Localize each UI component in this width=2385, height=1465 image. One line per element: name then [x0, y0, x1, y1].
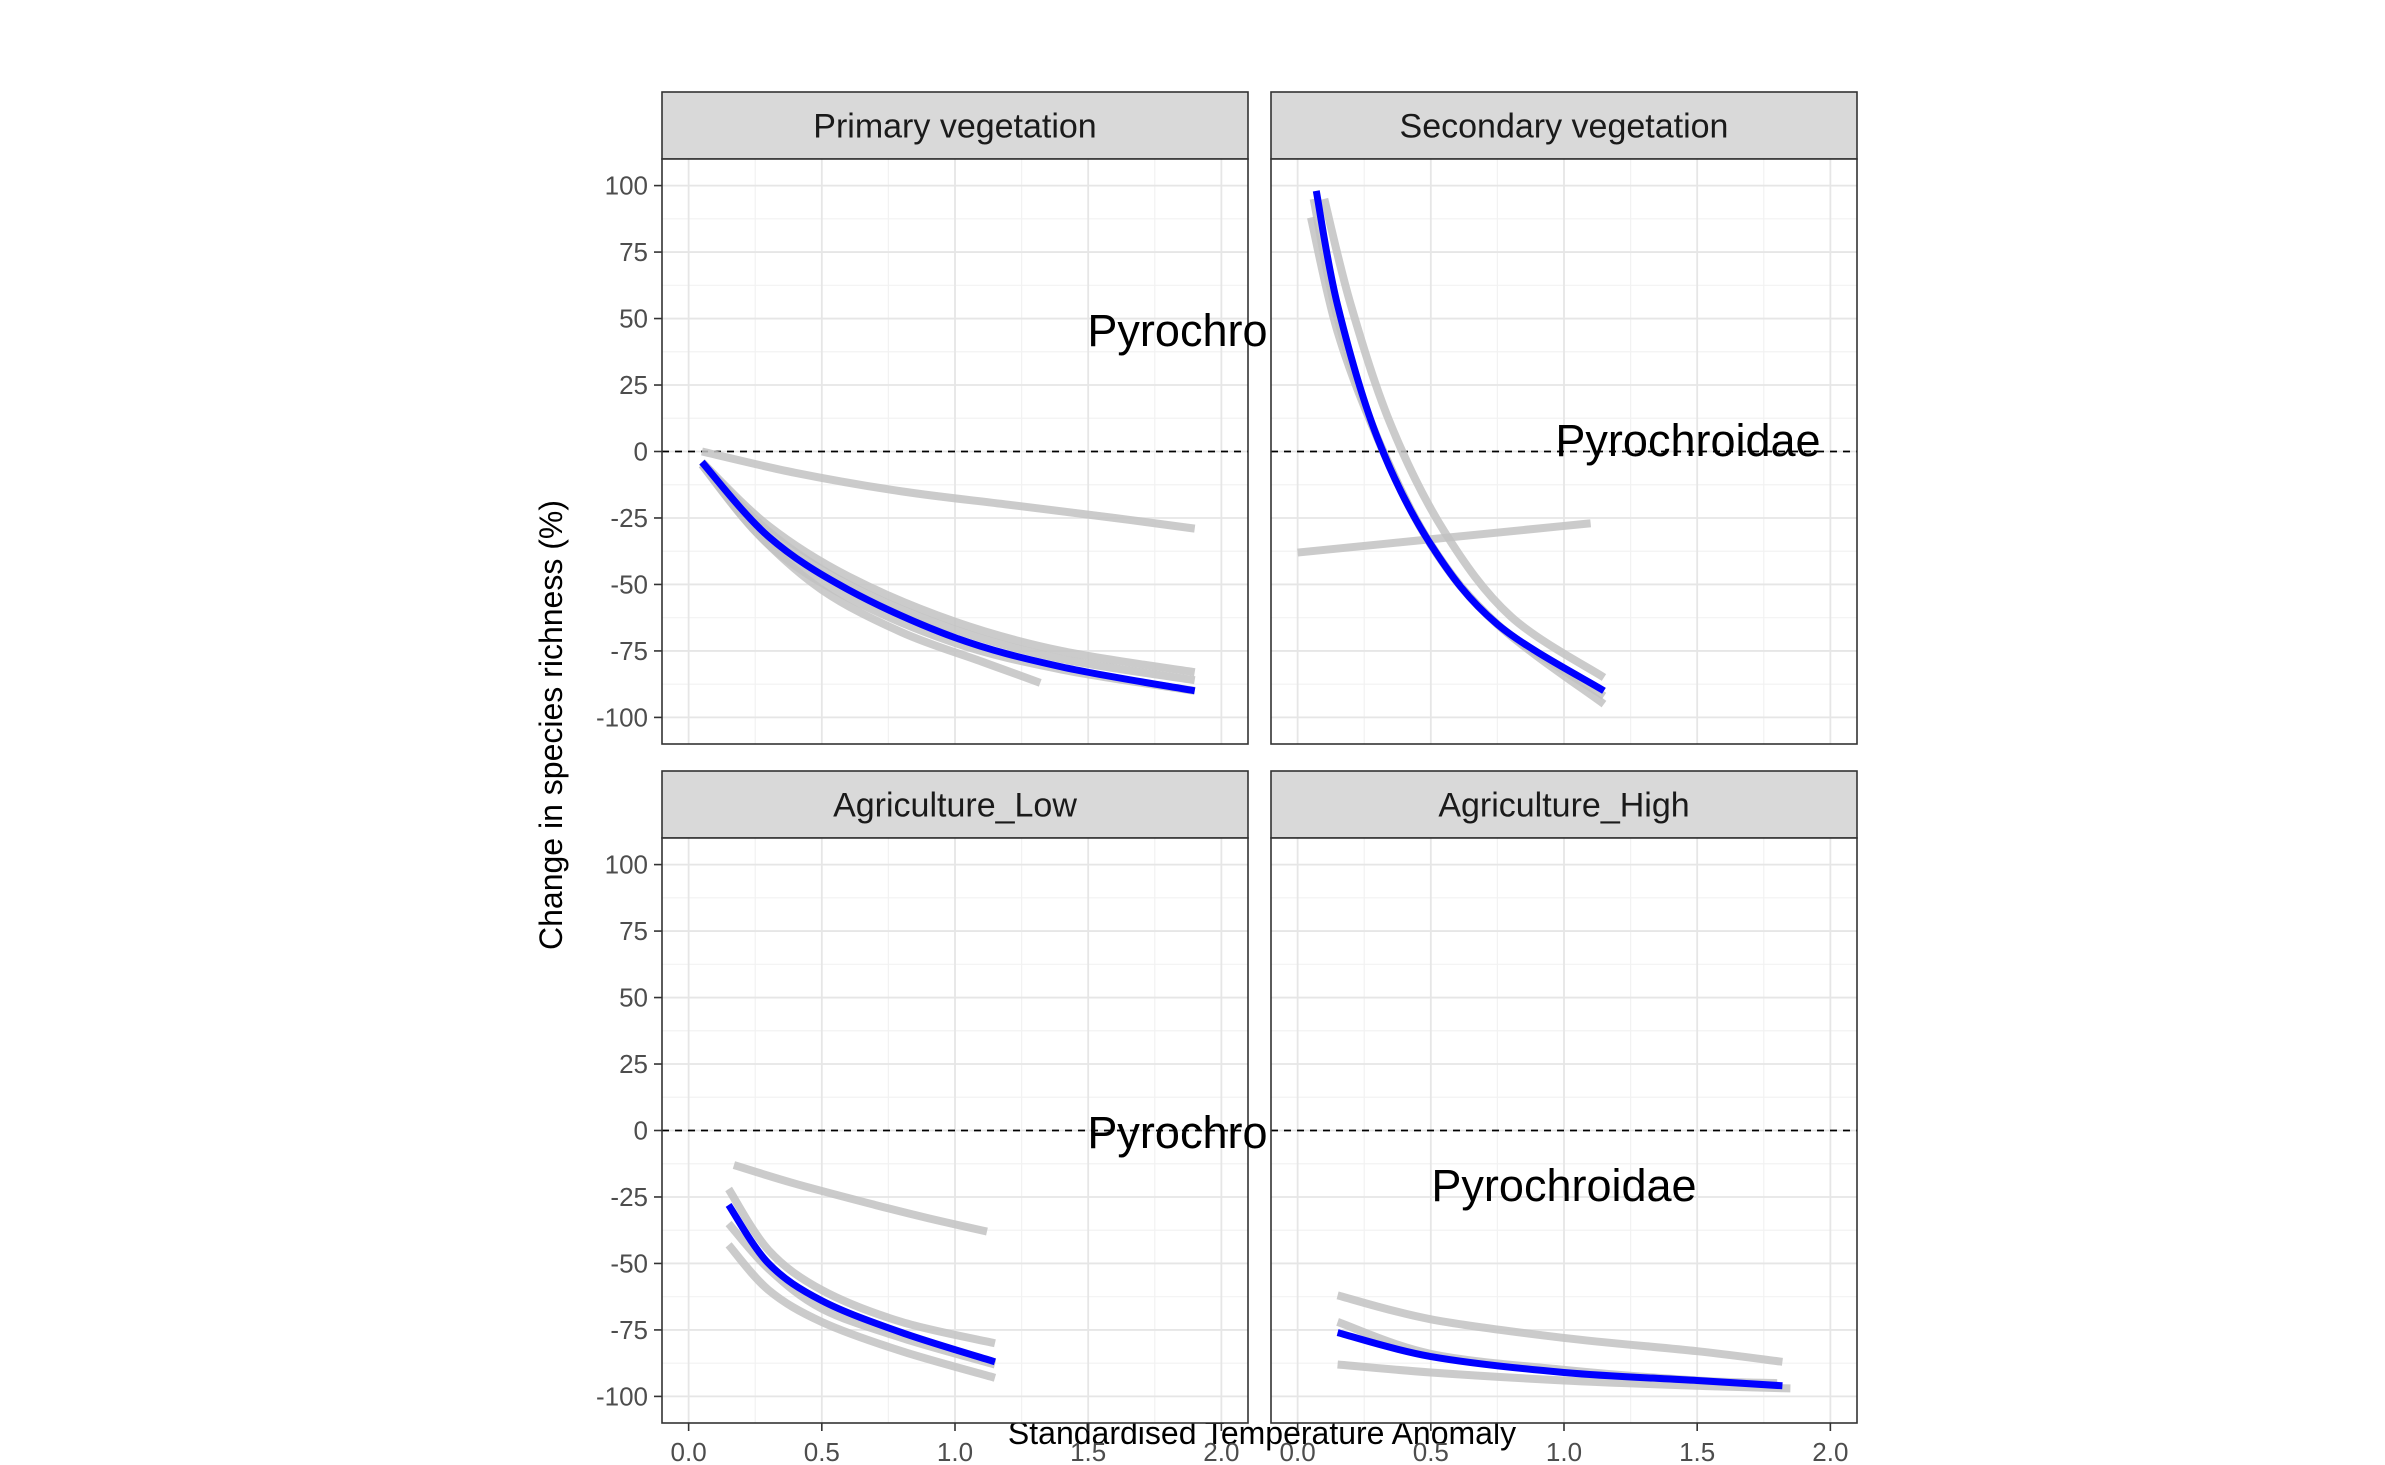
panel-4-x-tick-label: 0.0	[1280, 1437, 1316, 1465]
panel-1-y-tick-label: -75	[610, 636, 648, 666]
panel-3-strip	[661, 770, 1249, 839]
panel-3-strip-label: Agriculture_Low	[833, 787, 1077, 825]
panel-4-annotation: Pyrochroidae	[1431, 1160, 1696, 1211]
panel-3-y-tick-label: -100	[596, 1381, 648, 1411]
panel-4-sample-line-1	[1336, 1291, 1783, 1366]
panel-1-y-tick-label: 75	[619, 237, 648, 267]
panel-1-y-tick-label: -25	[610, 503, 648, 533]
panel-1-y-tick-label: 0	[634, 437, 648, 467]
panel-4-sample-line-2	[1337, 1360, 1791, 1393]
panel-1-y-tick-label: -50	[610, 569, 648, 599]
panel-3-x-tick-label: 1.0	[937, 1437, 973, 1465]
panel-1-y-tick-label: 100	[605, 171, 648, 201]
panel-2-strip-label: Secondary vegetation	[1400, 108, 1729, 146]
panel-2-strip	[1270, 91, 1858, 160]
panel-2-border	[1270, 158, 1858, 745]
panel-1-y-tick-label: 25	[619, 370, 648, 400]
panel-3-y-tick-label: 75	[619, 916, 648, 946]
panel-3-y-tick-label: -75	[610, 1315, 648, 1345]
panel-1-y-tick-label: -100	[596, 702, 648, 732]
panel-3-y-tick-label: 100	[605, 850, 648, 880]
panel-4-x-tick-label: 1.0	[1546, 1437, 1582, 1465]
panel-4-mean-line	[1336, 1329, 1783, 1390]
panel-3-y-tick-label: 25	[619, 1049, 648, 1079]
panel-3-y-tick-label: -25	[610, 1182, 648, 1212]
panel-1-mean-line	[699, 459, 1196, 695]
panel-1-y-tick-label: 50	[619, 304, 648, 334]
panel-3-y-tick-label: -50	[610, 1248, 648, 1278]
panel-1-sample-line-1	[701, 447, 1196, 533]
panel-4-x-tick-label: 2.0	[1812, 1437, 1848, 1465]
panel-1-sample-line-4	[699, 459, 1196, 677]
panel-2-sample-line-1	[1297, 519, 1592, 557]
panel-3-x-tick-label: 2.0	[1203, 1437, 1239, 1465]
panel-4-strip-label: Agriculture_High	[1438, 787, 1689, 825]
panel-1-strip	[661, 91, 1249, 160]
panel-2-sample-line-3	[1320, 197, 1607, 681]
panel-4-x-tick-label: 1.5	[1679, 1437, 1715, 1465]
panel-1-strip-label: Primary vegetation	[813, 108, 1096, 146]
panel-2-mean-line	[1312, 190, 1606, 694]
panel-3-y-tick-label: 50	[619, 983, 648, 1013]
panel-3-sample-line-2	[725, 1242, 997, 1382]
panel-3-x-tick-label: 1.5	[1070, 1437, 1106, 1465]
panel-3-x-tick-label: 0.5	[804, 1437, 840, 1465]
y-axis-title: Change in species richness (%)	[533, 500, 569, 950]
panel-3-mean-line	[725, 1202, 997, 1366]
panel-3-y-tick-label: 0	[634, 1116, 648, 1146]
panel-2-annotation: Pyrochroidae	[1555, 415, 1820, 466]
panel-3-sample-line-1	[732, 1161, 988, 1236]
panel-3-sample-line-4	[725, 1220, 997, 1369]
panel-3-x-tick-label: 0.0	[671, 1437, 707, 1465]
panel-4-x-tick-label: 0.5	[1413, 1437, 1449, 1465]
panel-3-sample-line-3	[725, 1186, 996, 1348]
